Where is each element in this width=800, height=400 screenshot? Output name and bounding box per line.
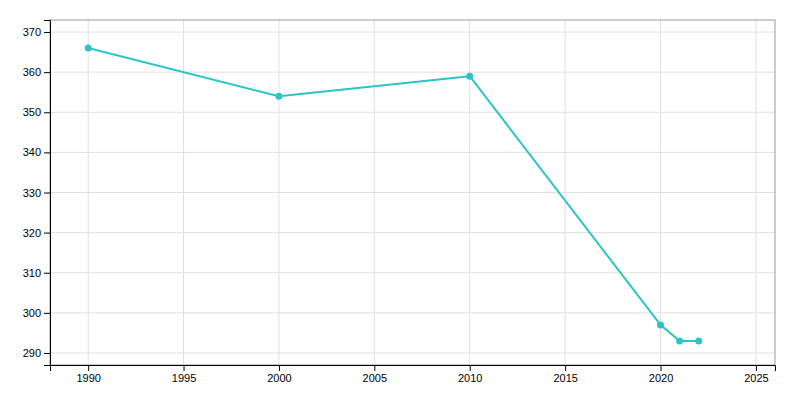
x-tick: 2000 — [267, 365, 291, 384]
y-axis-line — [44, 21, 51, 366]
x-tick: 1995 — [172, 365, 196, 384]
x-tick-mark — [184, 365, 185, 371]
y-grid-line — [50, 352, 775, 353]
y-grid-line — [50, 232, 775, 233]
grid — [50, 20, 775, 365]
x-tick-label: 2020 — [649, 372, 673, 384]
line — [88, 48, 699, 341]
point — [275, 93, 282, 100]
y-tick-mark — [44, 313, 50, 314]
plot-frame — [50, 20, 775, 365]
x-tick: 2020 — [649, 365, 673, 384]
plot: 1990 1995 2000 2005 2010 2015 2020 2025 290 300 31… — [23, 20, 776, 384]
y-tick-label: 360 — [23, 66, 41, 78]
y-tick: 290 — [23, 347, 50, 359]
x-tick: 1990 — [76, 365, 100, 384]
y-tick-mark — [44, 152, 50, 153]
y-tick-mark — [44, 32, 50, 33]
x-tick: 2015 — [553, 365, 577, 384]
y-tick-label: 290 — [23, 347, 41, 359]
y-tick-label: 340 — [23, 146, 41, 158]
x-tick-label: 2015 — [553, 372, 577, 384]
y-tick-mark — [44, 112, 50, 113]
y-tick-label: 330 — [23, 187, 41, 199]
y-tick-label: 300 — [23, 307, 41, 319]
x-axis: 1990 1995 2000 2005 2010 2015 2020 2025 — [51, 365, 776, 384]
x-tick-mark — [565, 365, 566, 371]
x-tick: 2025 — [744, 365, 768, 384]
x-tick-mark — [661, 365, 662, 371]
x-tick-label: 2005 — [363, 372, 387, 384]
x-tick-mark — [756, 365, 757, 371]
x-tick-label: 2010 — [458, 372, 482, 384]
y-grid-line — [50, 112, 775, 113]
y-tick-mark — [44, 233, 50, 234]
point — [657, 321, 664, 328]
y-tick: 310 — [23, 267, 50, 279]
y-tick: 300 — [23, 307, 50, 319]
y-tick: 330 — [23, 187, 50, 199]
y-tick-mark — [44, 72, 50, 73]
y-tick: 360 — [23, 66, 50, 78]
y-tick: 350 — [23, 106, 50, 118]
y-grid-line — [50, 192, 775, 193]
y-tick-mark — [44, 273, 50, 274]
x-axis-line — [51, 366, 776, 372]
point — [466, 73, 473, 80]
y-tick: 320 — [23, 227, 50, 239]
y-grid-line — [50, 312, 775, 313]
x-tick-mark — [88, 365, 89, 371]
y-tick: 370 — [23, 26, 50, 38]
x-tick-mark — [279, 365, 280, 371]
x-tick: 2005 — [363, 365, 387, 384]
y-tick: 340 — [23, 146, 50, 158]
y-tick-label: 350 — [23, 106, 41, 118]
chart: 1990 1995 2000 2005 2010 2015 2020 2025 290 300 31… — [0, 0, 800, 400]
series — [85, 45, 703, 345]
y-tick-mark — [44, 353, 50, 354]
y-tick-label: 370 — [23, 26, 41, 38]
y-tick-label: 310 — [23, 267, 41, 279]
x-tick-label: 1990 — [76, 372, 100, 384]
y-grid-line — [50, 72, 775, 73]
x-tick-label: 1995 — [172, 372, 196, 384]
y-axis: 290 300 310 320 330 340 350 360 370 — [23, 21, 51, 366]
x-tick-label: 2025 — [744, 372, 768, 384]
y-tick-mark — [44, 193, 50, 194]
x-tick-label: 2000 — [267, 372, 291, 384]
x-tick-mark — [374, 365, 375, 371]
x-tick-mark — [470, 365, 471, 371]
y-grid-line — [50, 152, 775, 153]
point — [695, 337, 702, 344]
y-grid-line — [50, 272, 775, 273]
point — [85, 45, 92, 52]
y-grid-line — [50, 32, 775, 33]
x-tick: 2010 — [458, 365, 482, 384]
point — [676, 337, 683, 344]
y-tick-label: 320 — [23, 227, 41, 239]
